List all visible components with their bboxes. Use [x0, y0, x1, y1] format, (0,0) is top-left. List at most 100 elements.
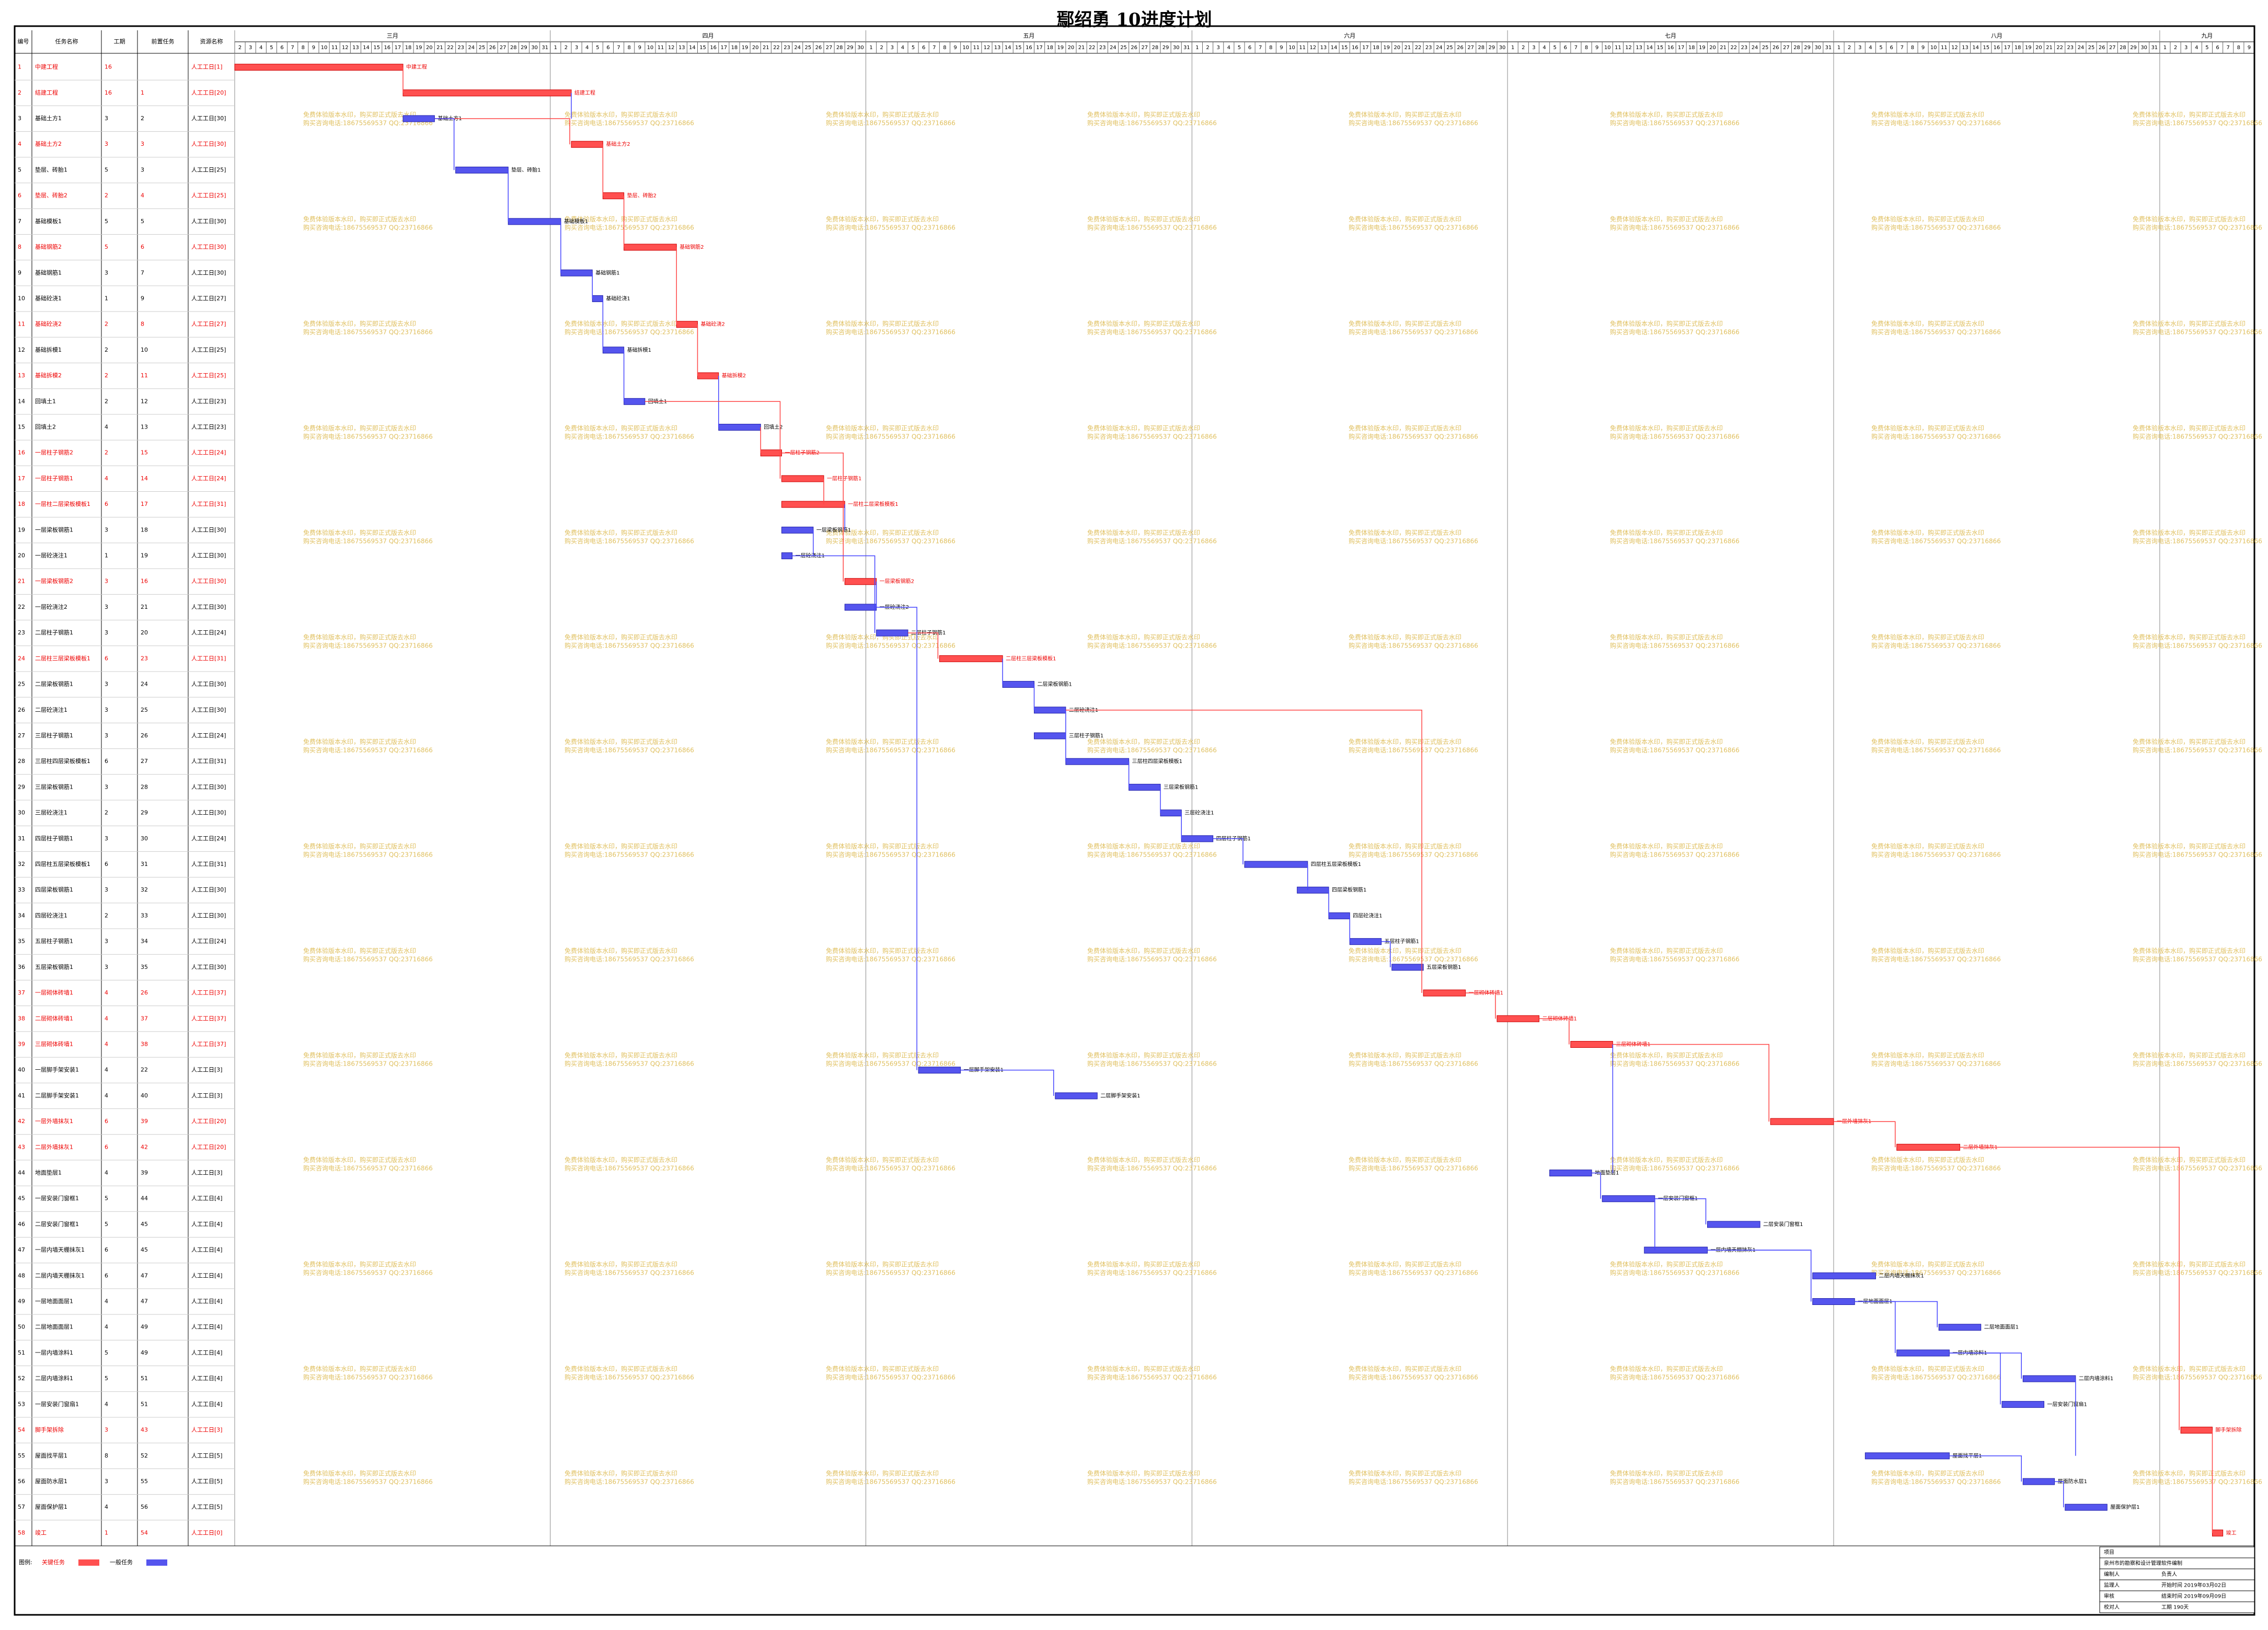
watermark: 免费体验版本水印，购买即正式版去水印: [303, 1051, 416, 1059]
day-label: 24: [1436, 45, 1443, 51]
cell: 二层柱三层梁板模板1: [35, 654, 90, 662]
link: [1592, 1172, 1601, 1199]
watermark: 免费体验版本水印，购买即正式版去水印: [1871, 1261, 1984, 1268]
watermark: 免费体验版本水印，购买即正式版去水印: [565, 215, 677, 223]
cell: 人工工日[20]: [191, 1118, 226, 1125]
watermark: 免费体验版本水印，购买即正式版去水印: [1087, 320, 1200, 328]
day-label: 10: [962, 45, 969, 51]
day-label: 18: [1688, 45, 1695, 51]
watermark: 购买咨询电话:18675569537 QQ:23716866: [1349, 955, 1478, 963]
cell: 7: [141, 269, 144, 276]
day-label: 18: [1046, 45, 1053, 51]
cell: 38: [18, 1015, 25, 1022]
footer-cell: 泉州市的勘察和设计管理软件编制: [2104, 1560, 2182, 1567]
watermark: 购买咨询电话:18675569537 QQ:23716866: [1871, 1269, 2001, 1277]
cell: 17: [18, 475, 25, 482]
day-label: 16: [1352, 45, 1359, 51]
task-bar: [1349, 938, 1382, 945]
day-label: 7: [617, 45, 620, 51]
cell: 人工工日[4]: [191, 1349, 223, 1356]
task-bar: [2022, 1375, 2076, 1382]
cell: 15: [141, 449, 148, 456]
cell: 四层梁板钢筋1: [35, 886, 73, 893]
day-label: 24: [1752, 45, 1758, 51]
day-label: 17: [2004, 45, 2011, 51]
cell: 3: [105, 604, 108, 610]
cell: 五层梁板钢筋1: [35, 963, 73, 970]
day-label: 25: [1762, 45, 1769, 51]
footer-cell: 工期 190天: [2161, 1604, 2189, 1611]
cell: 2: [18, 89, 21, 96]
link: [1960, 1147, 2180, 1430]
cell: 45: [141, 1221, 148, 1228]
cell: 人工工日[30]: [191, 681, 226, 688]
cell: 四层柱子钢筋1: [35, 835, 73, 842]
cell: 基础钢筋2: [35, 243, 62, 250]
day-label: 23: [1741, 45, 1748, 51]
task-bar: [508, 218, 561, 225]
bar-label: 一层柱二层梁板模板1: [848, 501, 898, 507]
bar-label: 屋面保护层1: [2110, 1504, 2139, 1510]
link: [434, 118, 570, 145]
day-label: 11: [1941, 45, 1948, 51]
cell: 2: [105, 346, 108, 353]
day-label: 14: [1005, 45, 1011, 51]
cell: 4: [105, 1092, 108, 1099]
cell: 29: [141, 810, 148, 816]
day-label: 3: [2184, 45, 2188, 51]
task-bar: [1065, 758, 1130, 765]
watermark: 免费体验版本水印，购买即正式版去水印: [1349, 842, 1461, 850]
day-label: 5: [912, 45, 915, 51]
task-bar: [1707, 1221, 1760, 1228]
column-header: 编号: [18, 38, 29, 45]
watermark: 购买咨询电话:18675569537 QQ:23716866: [826, 1269, 955, 1277]
bar-label: 三层梁板钢筋1: [1164, 783, 1198, 790]
cell: 人工工日[30]: [191, 526, 226, 533]
cell: 人工工日[30]: [191, 810, 226, 816]
bar-label: 一层柱子钢筋1: [827, 475, 861, 482]
task-bar: [781, 501, 845, 508]
bar-label: 基础拆模2: [722, 372, 746, 379]
watermark: 免费体验版本水印，购买即正式版去水印: [1087, 111, 1200, 119]
watermark: 购买咨询电话:18675569537 QQ:23716866: [303, 1164, 433, 1172]
day-label: 21: [1720, 45, 1726, 51]
day-label: 24: [1110, 45, 1116, 51]
day-label: 6: [2216, 45, 2219, 51]
cell: 5: [105, 244, 108, 250]
watermark: 免费体验版本水印，购买即正式版去水印: [303, 111, 416, 119]
watermark: 购买咨询电话:18675569537 QQ:23716866: [826, 224, 955, 232]
day-label: 9: [1921, 45, 1925, 51]
day-label: 22: [1089, 45, 1096, 51]
task-bar: [1570, 1041, 1613, 1048]
task-bar: [1297, 886, 1329, 894]
cell: 屋面找平层1: [35, 1452, 67, 1459]
cell: 4: [105, 1298, 108, 1305]
day-label: 5: [1238, 45, 1241, 51]
cell: 人工工日[37]: [191, 989, 226, 996]
task-bar: [602, 192, 625, 200]
watermark: 免费体验版本水印，购买即正式版去水印: [826, 1051, 939, 1059]
watermark: 购买咨询电话:18675569537 QQ:23716866: [565, 1164, 694, 1172]
watermark: 购买咨询电话:18675569537 QQ:23716866: [2133, 1269, 2262, 1277]
day-label: 20: [1394, 45, 1400, 51]
cell: 2: [105, 398, 108, 404]
bar-label: 基础砼浇2: [701, 321, 725, 328]
watermark: 免费体验版本水印，购买即正式版去水印: [1087, 1365, 1200, 1373]
watermark: 购买咨询电话:18675569537 QQ:23716866: [2133, 1164, 2262, 1172]
bar-label: 回填土2: [764, 424, 782, 431]
watermark: 免费体验版本水印，购买即正式版去水印: [1349, 111, 1461, 119]
day-label: 7: [291, 45, 294, 51]
watermark: 购买咨询电话:18675569537 QQ:23716866: [565, 955, 694, 963]
cell: 1: [105, 1529, 108, 1536]
cell: 28: [141, 783, 148, 790]
watermark: 免费体验版本水印，购买即正式版去水印: [1610, 424, 1723, 432]
watermark: 购买咨询电话:18675569537 QQ:23716866: [303, 537, 433, 545]
day-label: 20: [1709, 45, 1716, 51]
cell: 32: [18, 861, 25, 868]
day-label: 23: [1099, 45, 1106, 51]
cell: 一层安装门窗框1: [35, 1195, 79, 1202]
cell: 5: [141, 218, 144, 225]
watermark: 购买咨询电话:18675569537 QQ:23716866: [2133, 433, 2262, 441]
day-label: 17: [1036, 45, 1043, 51]
watermark: 免费体验版本水印，购买即正式版去水印: [826, 1365, 939, 1373]
